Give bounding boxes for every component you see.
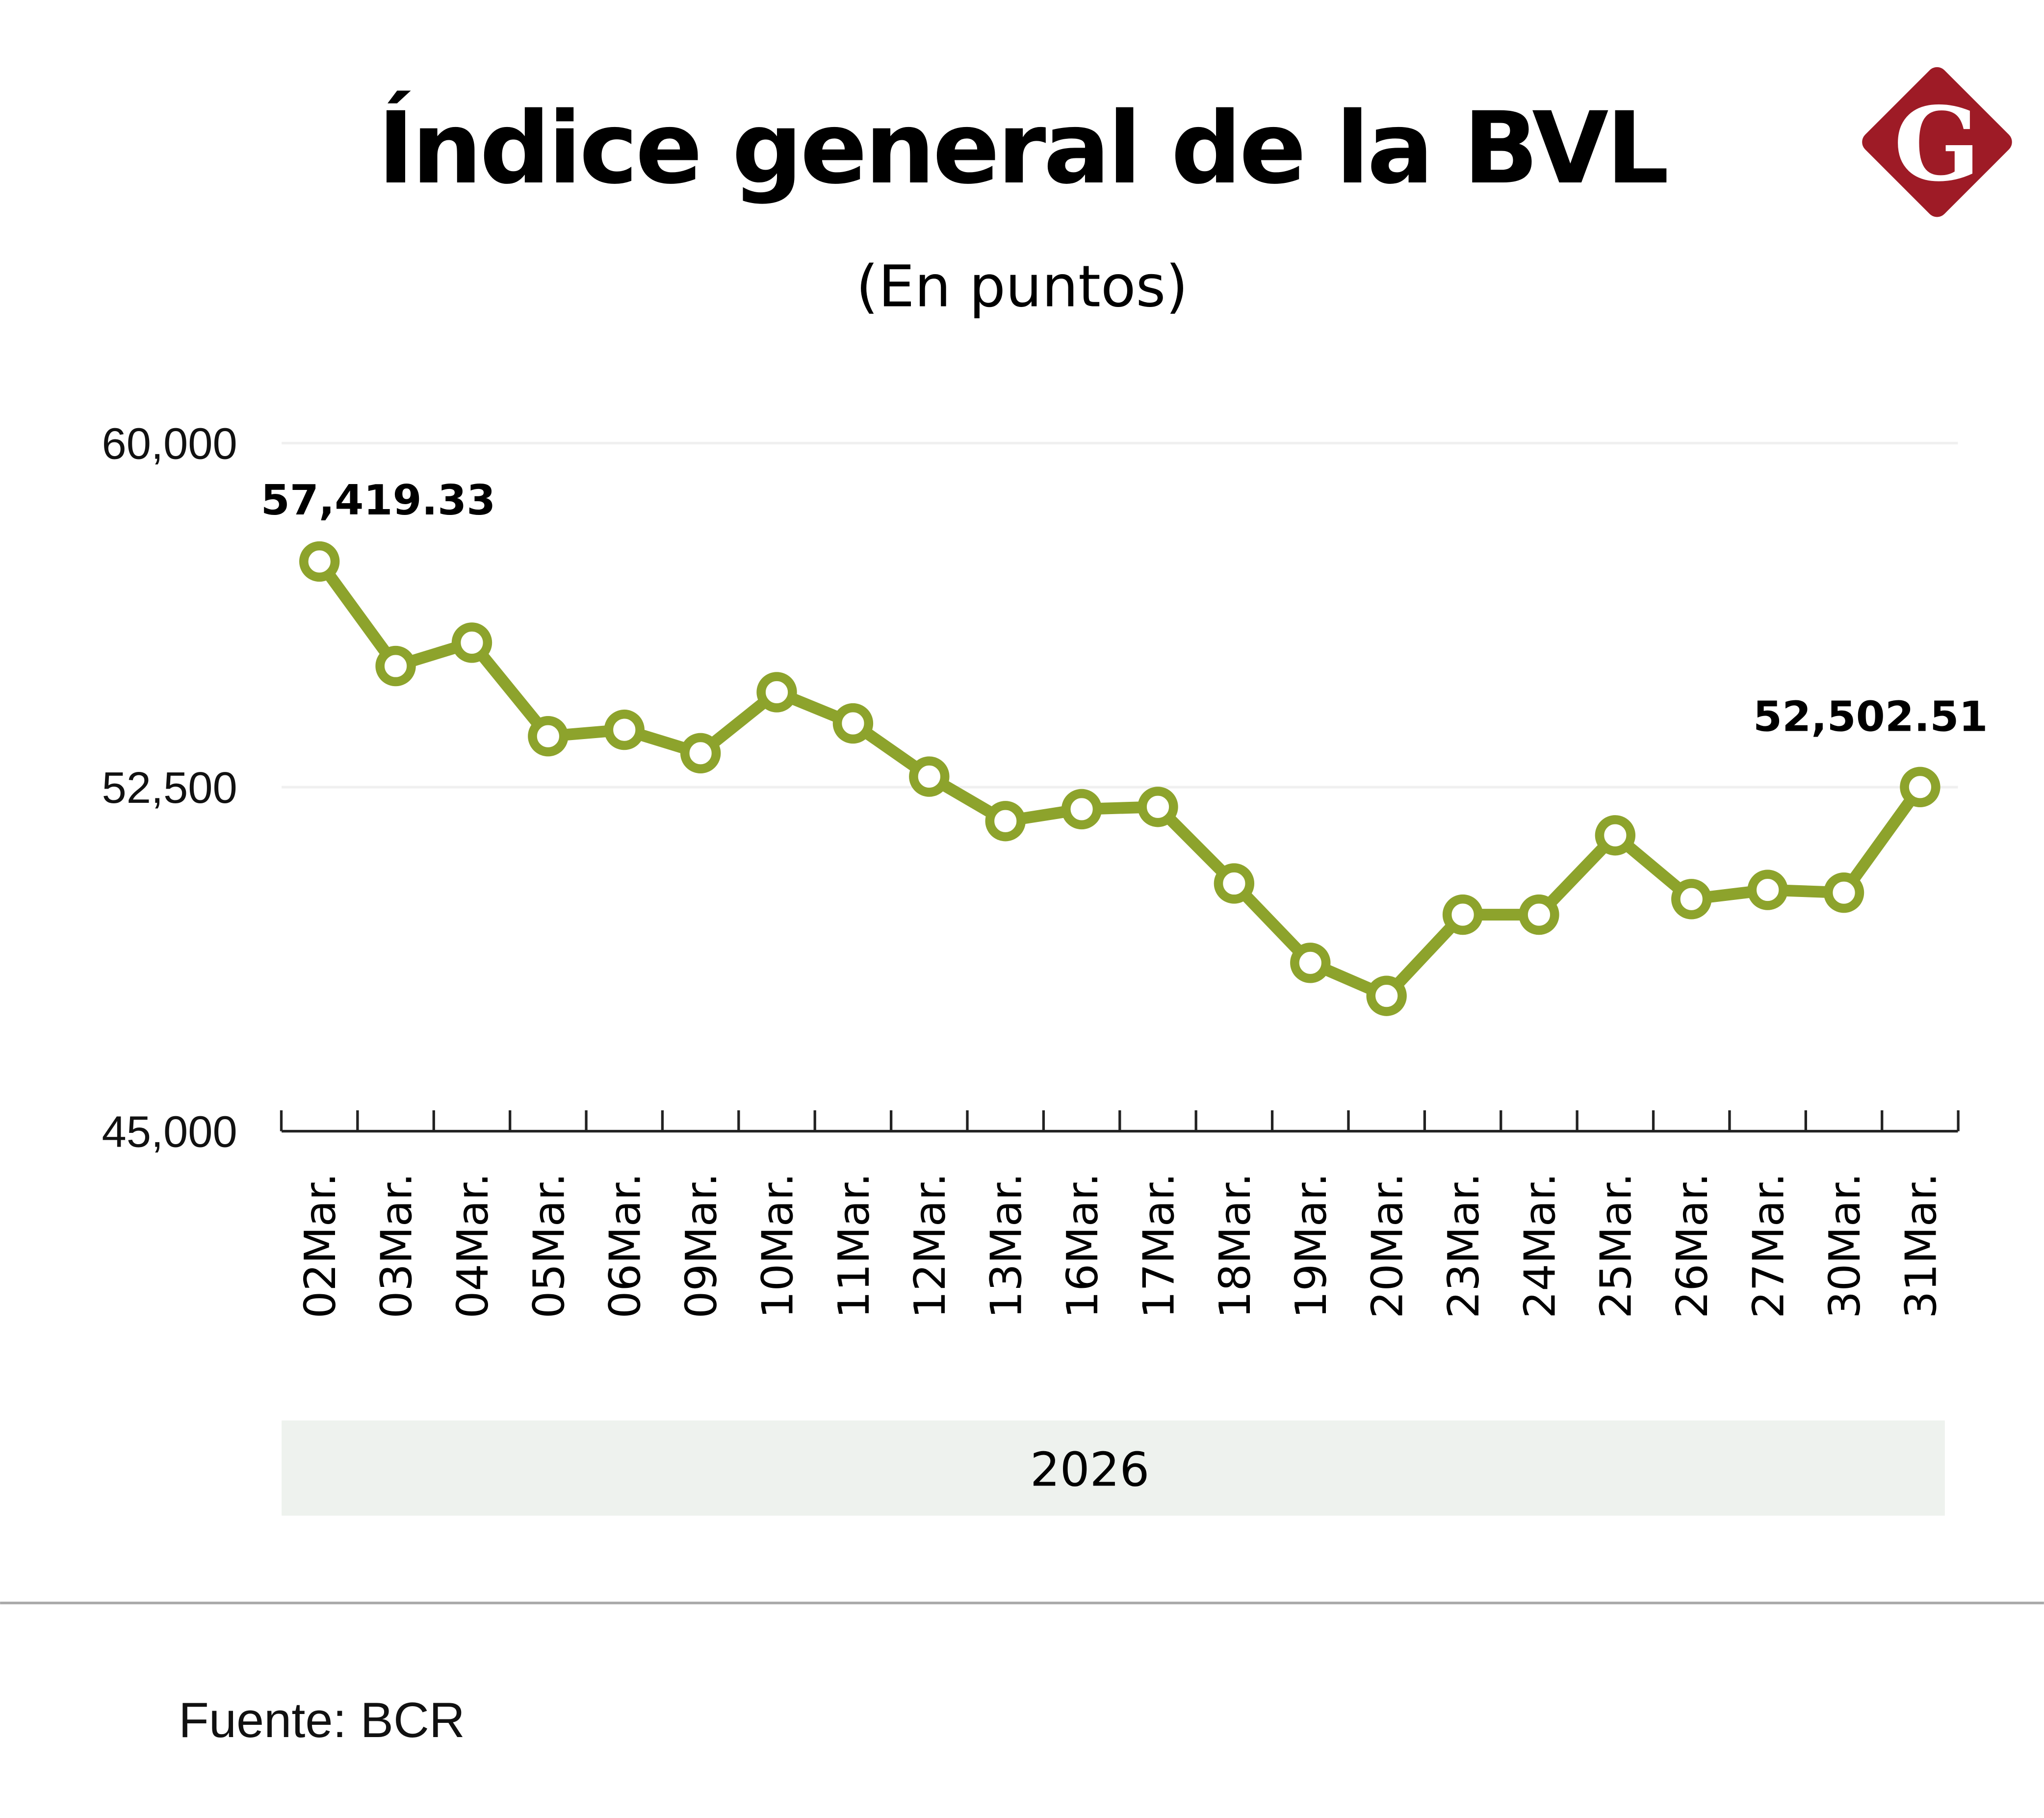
x-tick-label: 11Mar. <box>829 1173 879 1319</box>
data-point <box>680 733 721 774</box>
data-point <box>1138 787 1178 827</box>
data-point <box>451 622 492 663</box>
x-tick-label: 20Mar. <box>1363 1173 1413 1319</box>
x-tick-label: 17Mar. <box>1134 1173 1184 1319</box>
x-tick-label: 10Mar. <box>752 1173 802 1319</box>
chart-subtitle: (En puntos) <box>856 253 1188 320</box>
source-note: Fuente: BCR <box>179 1693 465 1748</box>
data-point <box>1671 879 1712 920</box>
data-point <box>528 716 569 757</box>
data-point <box>1442 894 1483 935</box>
y-tick-label: 52,500 <box>102 763 237 813</box>
year-label: 2026 <box>1030 1442 1149 1497</box>
x-tick-label: 16Mar. <box>1058 1173 1108 1319</box>
data-point <box>375 645 416 687</box>
data-point <box>1747 870 1788 910</box>
data-point <box>1290 943 1331 983</box>
data-point <box>1214 863 1255 904</box>
chart-title: Índice general de la BVL <box>378 91 1667 206</box>
x-tick-label: 27Mar. <box>1744 1173 1794 1319</box>
x-tick-label: 31Mar. <box>1896 1173 1946 1319</box>
data-label: 52,502.51 <box>1753 693 1988 742</box>
x-tick-label: 09Mar. <box>676 1173 726 1319</box>
y-tick-label: 60,000 <box>102 419 237 468</box>
x-tick-label: 03Mar. <box>371 1173 421 1319</box>
x-tick-label: 23Mar. <box>1439 1173 1489 1319</box>
data-point <box>1900 767 1941 807</box>
x-tick-label: 02Mar. <box>295 1173 345 1319</box>
x-tick-label: 25Mar. <box>1591 1173 1641 1319</box>
x-tick-label: 12Mar. <box>905 1173 955 1319</box>
data-point <box>1366 975 1407 1016</box>
data-point <box>756 672 797 713</box>
data-point <box>1595 815 1636 856</box>
data-point <box>832 703 874 744</box>
x-tick-label: 06Mar. <box>600 1173 650 1319</box>
x-tick-label: 13Mar. <box>982 1173 1032 1319</box>
x-tick-label: 05Mar. <box>524 1173 574 1319</box>
logo: G <box>1862 67 2012 217</box>
data-point <box>1823 872 1864 913</box>
x-tick-label: 18Mar. <box>1210 1173 1260 1319</box>
x-tick-label: 04Mar. <box>448 1173 498 1319</box>
x-tick-label: 19Mar. <box>1286 1173 1336 1319</box>
series-line <box>314 558 1925 1002</box>
data-point <box>299 541 340 582</box>
data-point <box>604 709 645 750</box>
y-tick-label: 45,000 <box>102 1107 237 1156</box>
year-band <box>282 1420 1945 1516</box>
data-point <box>1519 894 1559 935</box>
data-label: 57,419.33 <box>261 476 496 525</box>
data-point <box>909 756 950 797</box>
svg-text:G: G <box>1893 84 1980 204</box>
data-point <box>985 801 1026 842</box>
data-point <box>1061 789 1102 830</box>
x-tick-label: 26Mar. <box>1667 1173 1717 1319</box>
x-tick-label: 30Mar. <box>1820 1173 1870 1319</box>
x-tick-label: 24Mar. <box>1515 1173 1565 1319</box>
